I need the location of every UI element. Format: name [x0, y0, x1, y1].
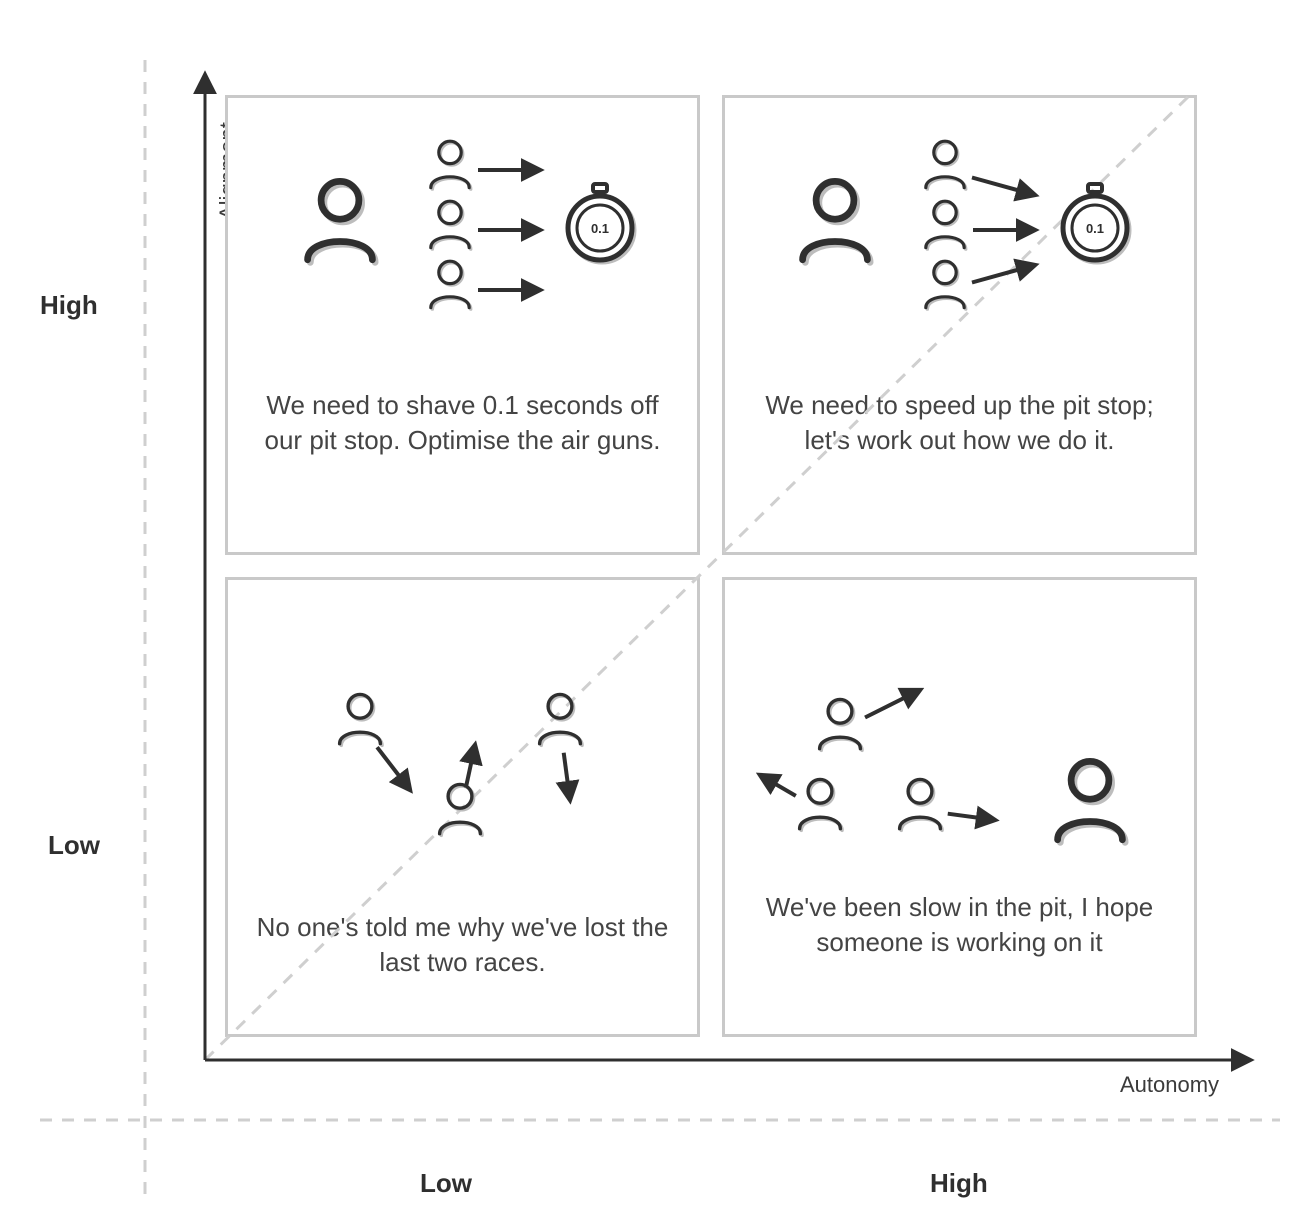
y-tick-high-text: High	[40, 290, 98, 320]
q-br-caption: We've been slow in the pit, I hope someo…	[766, 892, 1154, 957]
x-axis-label-text: Autonomy	[1120, 1072, 1219, 1097]
y-tick-low: Low	[48, 830, 100, 861]
x-tick-low: Low	[420, 1168, 472, 1199]
quadrant-top-left: We need to shave 0.1 seconds off our pit…	[225, 95, 700, 555]
x-tick-high: High	[930, 1168, 988, 1199]
quadrant-bottom-left-text: No one's told me why we've lost the last…	[228, 910, 697, 980]
quadrant-top-right-text: We need to speed up the pit stop; let's …	[725, 388, 1194, 458]
y-tick-low-text: Low	[48, 830, 100, 860]
quadrant-bottom-left: No one's told me why we've lost the last…	[225, 577, 700, 1037]
q-tl-caption: We need to shave 0.1 seconds off our pit…	[265, 390, 661, 455]
quadrant-bottom-right-text: We've been slow in the pit, I hope someo…	[725, 890, 1194, 960]
q-bl-caption: No one's told me why we've lost the last…	[257, 912, 669, 977]
quadrant-bottom-right: We've been slow in the pit, I hope someo…	[722, 577, 1197, 1037]
matrix-diagram: Alignment Autonomy High Low Low High We …	[0, 0, 1313, 1227]
x-axis-label: Autonomy	[1120, 1072, 1219, 1098]
quadrant-top-right: We need to speed up the pit stop; let's …	[722, 95, 1197, 555]
x-tick-low-text: Low	[420, 1168, 472, 1198]
x-tick-high-text: High	[930, 1168, 988, 1198]
y-tick-high: High	[40, 290, 98, 321]
q-tr-caption: We need to speed up the pit stop; let's …	[765, 390, 1153, 455]
quadrant-top-left-text: We need to shave 0.1 seconds off our pit…	[228, 388, 697, 458]
